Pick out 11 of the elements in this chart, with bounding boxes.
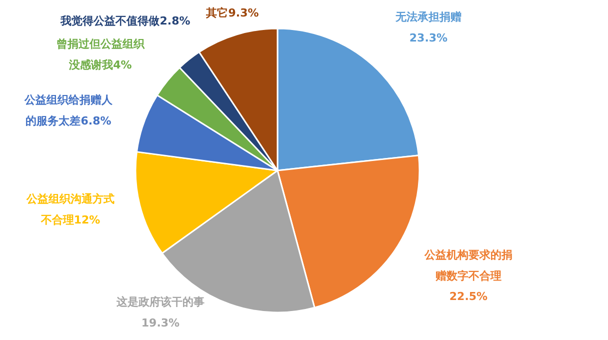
slice-label: 其它9.3% (205, 6, 259, 20)
slice-label: 我觉得公益不值得做2.8% (60, 14, 190, 28)
data-label: 22.5% (449, 290, 488, 304)
data-label: 19.3% (141, 316, 180, 330)
slice-label: 曾捐过但公益组织没感谢我4% (56, 38, 146, 72)
slice-label: 公益组织沟通方式不合理12% (26, 192, 114, 226)
slice-label: 公益组织给捐赠人的服务太差6.8% (24, 94, 114, 128)
slice-label: 公益机构要求的捐赠数字不合理 (424, 248, 512, 282)
slice-label: 这是政府该干的事 (116, 296, 204, 308)
slice-label: 无法承担捐赠 (394, 10, 462, 24)
data-label: 23.3% (409, 31, 448, 44)
